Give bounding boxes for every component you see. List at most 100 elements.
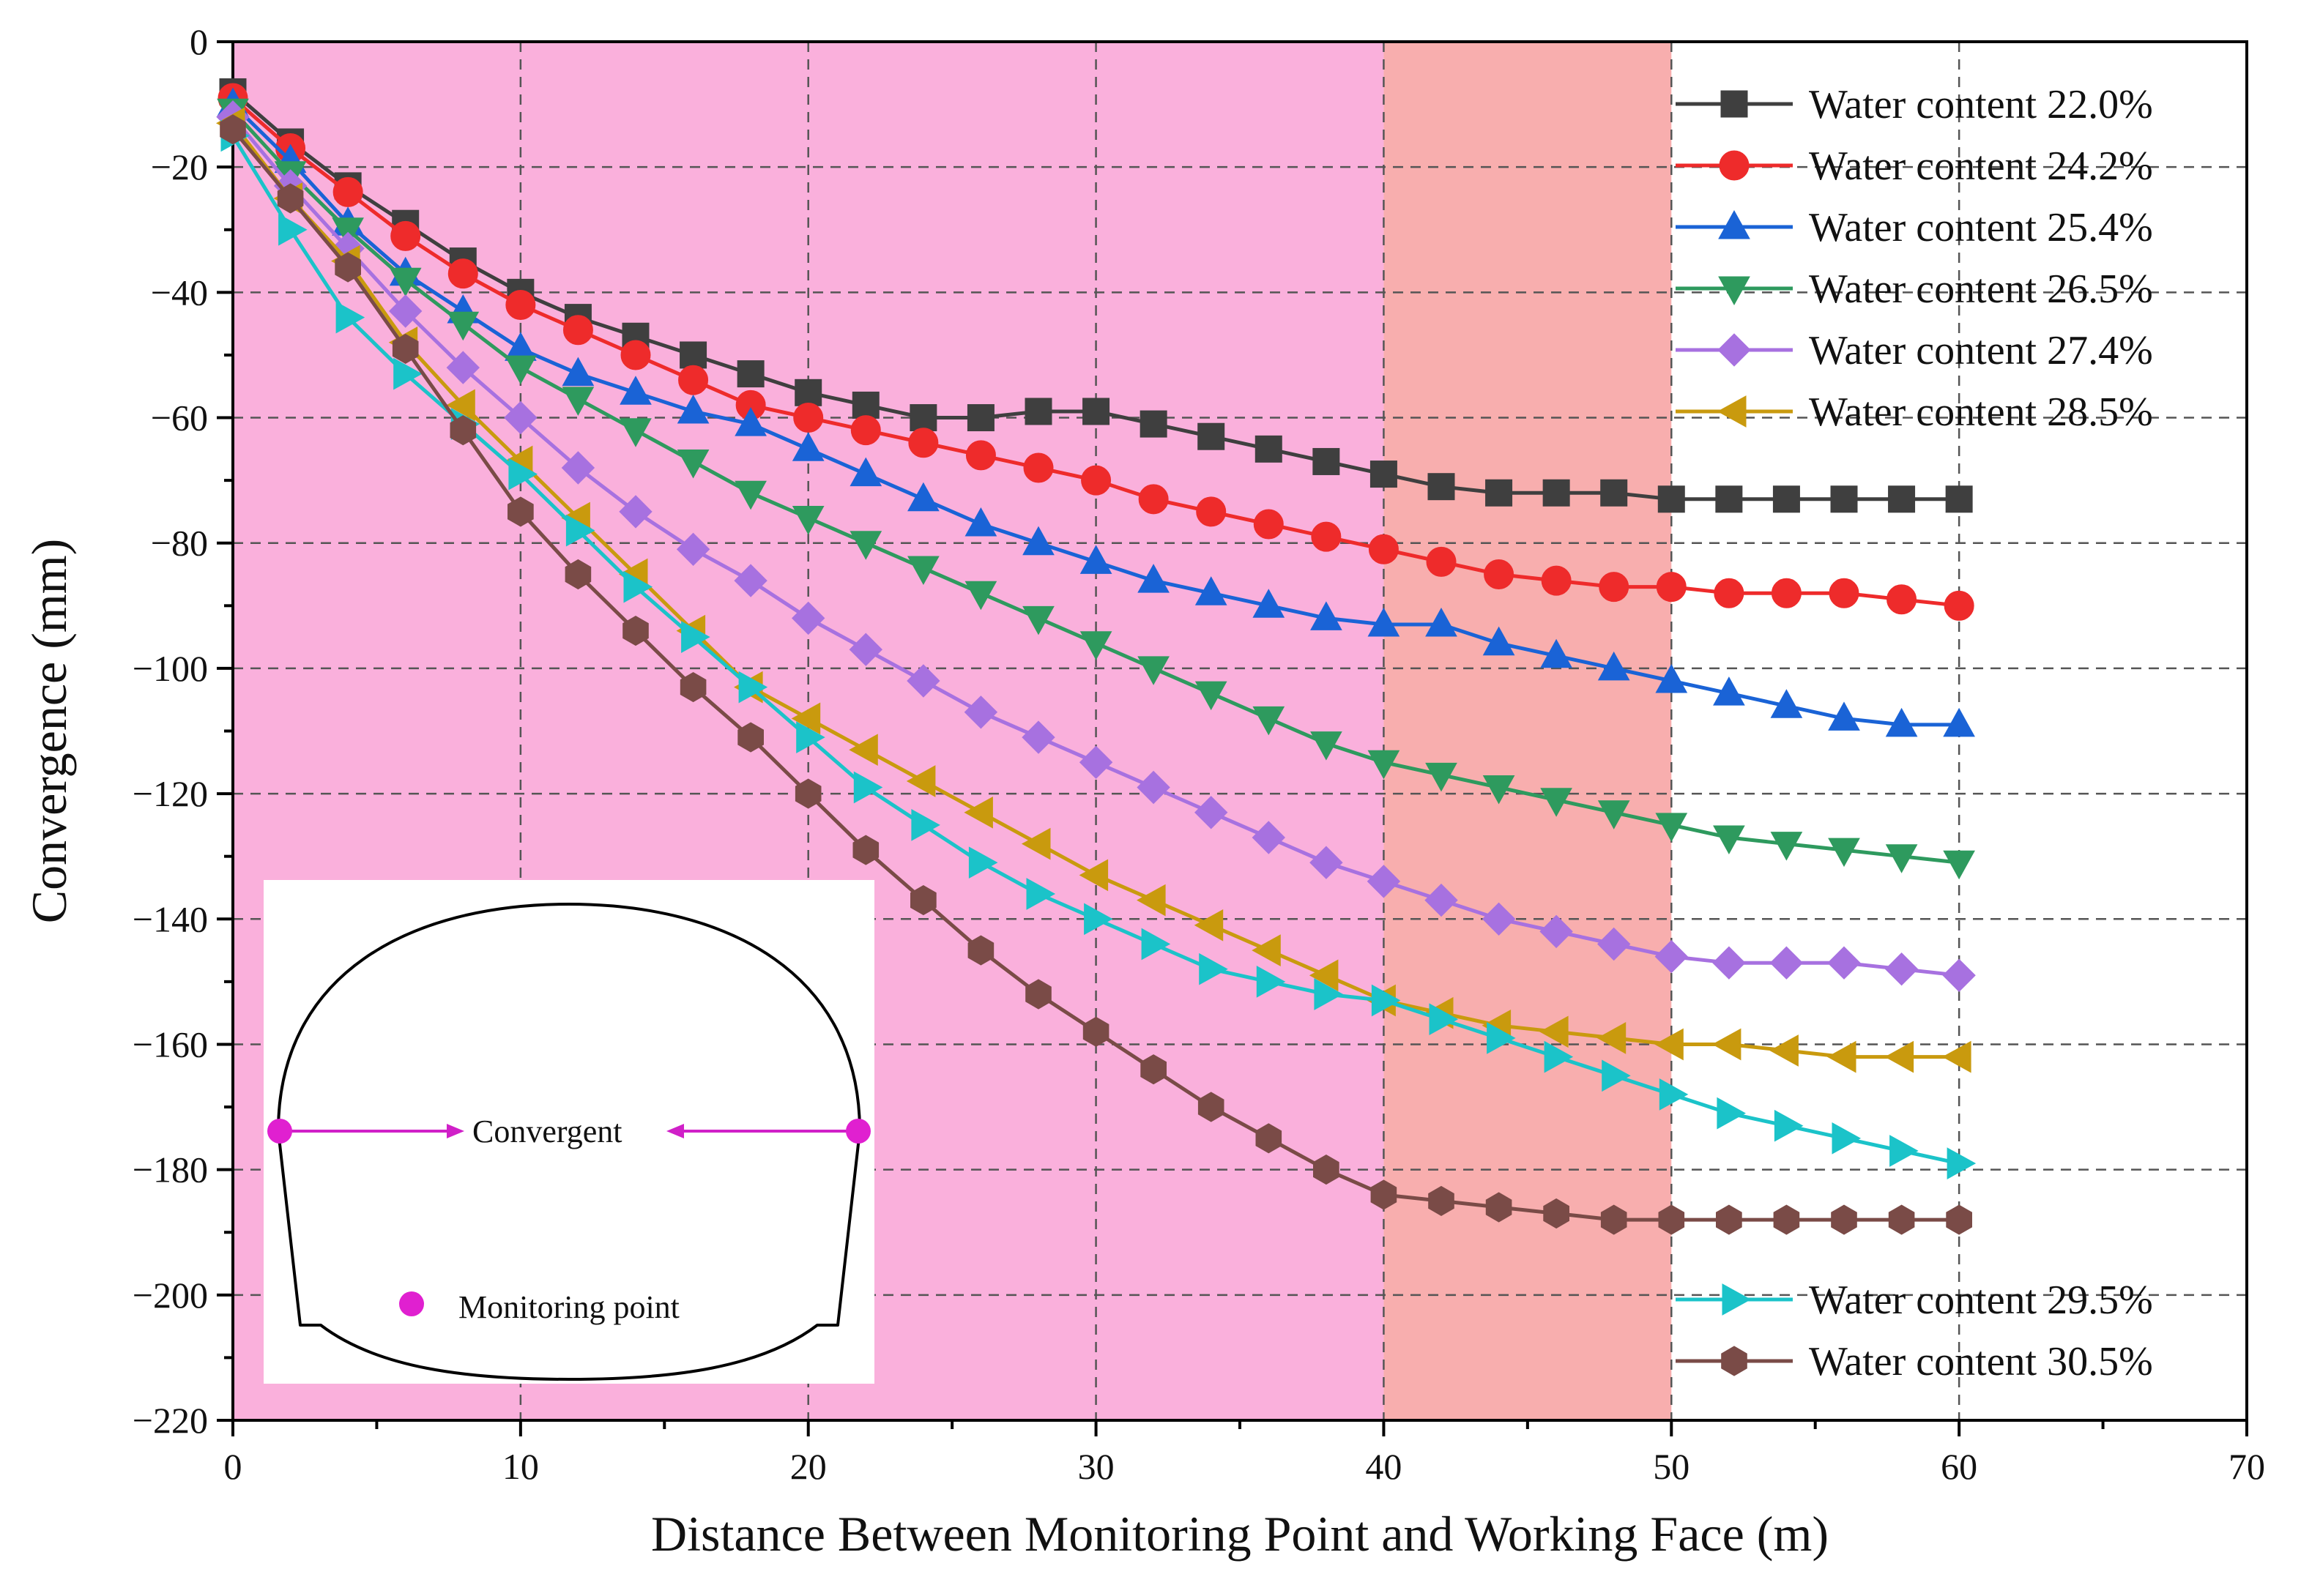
data-point (1655, 813, 1688, 842)
legend-label: Water content 26.5% (1809, 266, 2153, 312)
legend-label: Water content 30.5% (1809, 1339, 2153, 1384)
data-point (1082, 1016, 1109, 1047)
data-point (450, 415, 477, 446)
data-point (1942, 958, 1976, 993)
data-point (795, 778, 822, 809)
data-point (1022, 605, 1055, 635)
data-point (1252, 821, 1286, 854)
legend-label: Water content 22.0% (1809, 82, 2153, 127)
x-tick-label: 50 (1653, 1446, 1689, 1487)
data-point (1944, 590, 1974, 621)
axes-layer: 0 10 20 30 40 50 60 70 0 −20 −40 −60 −80 −100 −120 −140… (21, 21, 2265, 1562)
data-point (1539, 1015, 1569, 1048)
data-point (565, 559, 592, 590)
data-point (964, 696, 998, 729)
data-point (1541, 565, 1572, 596)
data-point (335, 252, 361, 283)
x-tick-label: 0 (224, 1446, 242, 1487)
data-point (1310, 731, 1342, 761)
legend-marker (1720, 90, 1748, 118)
data-point (278, 213, 308, 246)
data-point (1485, 1192, 1512, 1223)
y-tick-label: −140 (133, 898, 208, 939)
data-point (1482, 902, 1516, 936)
data-point (622, 616, 649, 646)
legend-item: Water content 24.2% (1676, 143, 2153, 189)
data-point (1141, 928, 1171, 961)
data-point (1369, 460, 1397, 488)
monitoring-point-right (846, 1119, 871, 1144)
data-point (910, 404, 937, 432)
data-point (1600, 479, 1628, 507)
legend-item: Water content 25.4% (1676, 205, 2153, 250)
data-point (1597, 651, 1630, 681)
data-point (1655, 663, 1688, 693)
data-point (1713, 676, 1745, 706)
data-point (681, 621, 710, 653)
y-tick-label: 0 (190, 21, 208, 62)
data-point (964, 507, 997, 537)
data-point (388, 294, 423, 328)
data-point (1428, 1185, 1454, 1216)
data-point (737, 722, 764, 753)
data-point (1596, 927, 1631, 961)
data-point (390, 220, 421, 251)
data-point (1425, 762, 1457, 792)
data-point (1599, 572, 1629, 603)
data-point (1487, 1022, 1516, 1054)
y-tick-label: −180 (133, 1149, 208, 1190)
data-point (1311, 521, 1342, 552)
data-point (735, 480, 767, 510)
y-tick-label: −160 (133, 1023, 208, 1064)
data-point (1540, 638, 1572, 668)
data-point (1716, 1204, 1742, 1235)
data-point (1658, 1204, 1685, 1235)
data-point (504, 400, 538, 435)
data-point (791, 601, 825, 635)
legend-label: Water content 24.2% (1809, 143, 2153, 189)
legend-item: Water content 29.5% (1676, 1278, 2153, 1323)
data-point (1371, 984, 1401, 1017)
data-point (335, 301, 365, 334)
data-point (619, 495, 653, 529)
data-point (968, 846, 998, 879)
monitoring-point-legend-marker (399, 1291, 424, 1316)
legend-label: Water content 27.4% (1809, 328, 2153, 373)
data-point (1252, 589, 1285, 618)
convergent-arrowhead-right (666, 1124, 684, 1138)
legend-marker (1718, 276, 1750, 306)
x-axis-title: Distance Between Monitoring Point and Wo… (651, 1506, 1829, 1562)
data-point (1023, 452, 1054, 483)
data-point (1197, 422, 1225, 450)
data-point (561, 451, 595, 485)
data-point (562, 315, 593, 346)
legend-label: Water content 28.5% (1809, 389, 2153, 435)
data-point (907, 664, 940, 698)
data-point (967, 404, 995, 432)
data-point (1943, 707, 1975, 737)
data-point (1769, 1034, 1799, 1067)
data-point (508, 458, 538, 491)
data-point (907, 556, 940, 586)
data-point (508, 496, 534, 527)
data-point (1943, 850, 1975, 880)
data-point (1773, 1204, 1800, 1235)
data-point (1539, 914, 1573, 949)
legend-label: Water content 25.4% (1809, 205, 2153, 250)
data-point (678, 365, 709, 395)
data-point (1774, 1109, 1804, 1142)
data-point (1137, 656, 1170, 685)
data-point (1714, 578, 1744, 608)
data-point (1770, 689, 1803, 718)
data-point (906, 765, 936, 797)
data-point (850, 457, 882, 487)
y-tick-label: −100 (133, 648, 208, 689)
data-point (1717, 1097, 1746, 1130)
data-point (1082, 398, 1110, 425)
data-point (1884, 1040, 1914, 1073)
data-point (907, 482, 940, 512)
legend-item: Water content 28.5% (1676, 389, 2153, 435)
data-point (1544, 1040, 1574, 1073)
legend-label: Water content 29.5% (1809, 1278, 2153, 1323)
data-point (1256, 966, 1286, 998)
